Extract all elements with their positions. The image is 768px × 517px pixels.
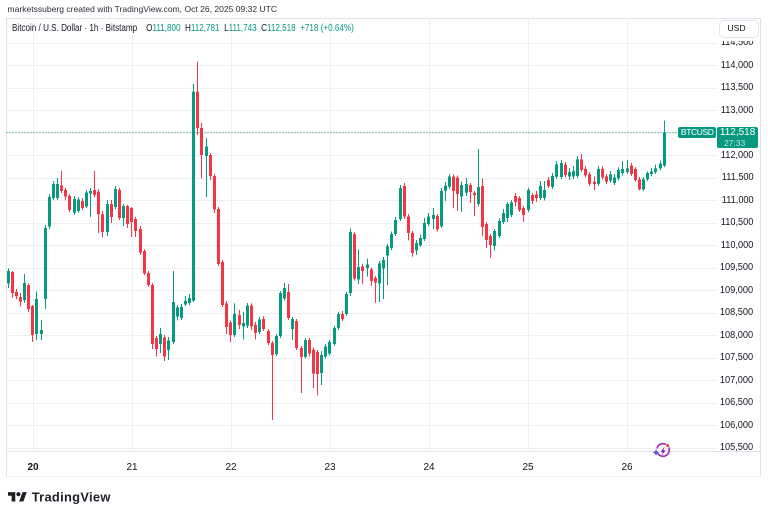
svg-text:TradingView: TradingView (31, 490, 111, 505)
